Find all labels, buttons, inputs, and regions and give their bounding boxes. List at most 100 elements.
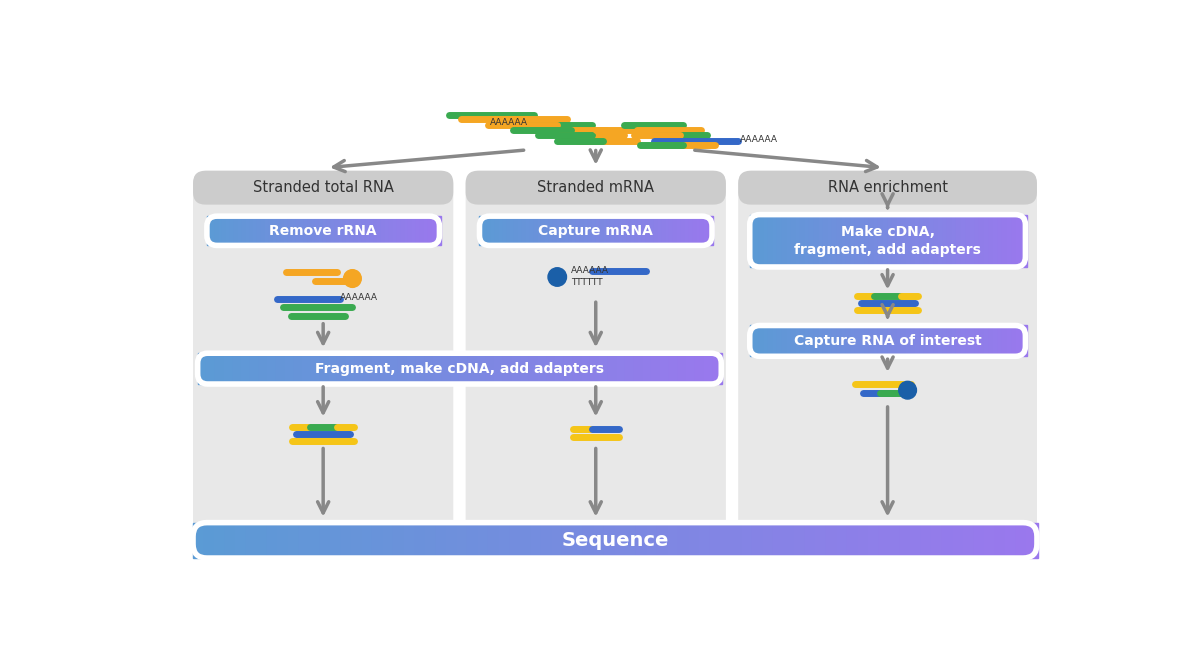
Bar (673, 216, 678, 245)
Bar (529, 353, 539, 384)
Bar (510, 523, 521, 558)
Bar (995, 523, 1007, 558)
Bar (611, 216, 617, 245)
Bar (865, 214, 870, 267)
Bar (998, 325, 1003, 356)
Bar (503, 216, 508, 245)
Bar (238, 216, 242, 245)
Bar (341, 523, 353, 558)
Bar (666, 216, 671, 245)
Bar (889, 523, 901, 558)
Bar (478, 523, 490, 558)
Bar (763, 214, 769, 267)
Bar (425, 353, 434, 384)
Bar (906, 214, 912, 267)
Bar (515, 216, 520, 245)
Bar (974, 325, 980, 356)
Bar (373, 216, 378, 245)
Bar (408, 216, 414, 245)
Bar (868, 523, 880, 558)
Bar (911, 214, 917, 267)
Bar (401, 216, 406, 245)
Bar (595, 216, 601, 245)
Bar (370, 216, 374, 245)
Bar (818, 325, 824, 356)
Bar (604, 216, 608, 245)
Bar (689, 216, 694, 245)
Bar (1016, 523, 1027, 558)
Bar (838, 325, 842, 356)
Bar (1021, 325, 1026, 356)
Bar (311, 353, 320, 384)
Bar (778, 325, 784, 356)
FancyBboxPatch shape (193, 171, 454, 204)
Bar (222, 216, 228, 245)
Bar (521, 353, 530, 384)
Bar (964, 523, 974, 558)
Bar (826, 523, 838, 558)
Bar (404, 216, 409, 245)
Bar (467, 523, 479, 558)
Bar (436, 523, 448, 558)
Bar (204, 523, 215, 558)
Bar (700, 523, 712, 558)
Bar (397, 216, 402, 245)
Bar (1002, 214, 1008, 267)
Bar (858, 523, 869, 558)
Bar (337, 353, 347, 384)
Bar (856, 214, 862, 267)
Bar (250, 216, 254, 245)
Bar (277, 523, 289, 558)
Bar (920, 523, 932, 558)
Bar (874, 214, 880, 267)
Bar (215, 216, 220, 245)
Bar (1007, 214, 1013, 267)
Bar (432, 216, 437, 245)
Bar (494, 353, 504, 384)
Bar (347, 216, 352, 245)
Bar (931, 523, 943, 558)
Bar (284, 216, 289, 245)
Bar (874, 325, 880, 356)
Bar (846, 214, 852, 267)
Bar (607, 216, 612, 245)
Bar (1002, 325, 1008, 356)
Bar (654, 216, 659, 245)
Text: AAAAAA: AAAAAA (340, 292, 378, 302)
Bar (623, 216, 628, 245)
Bar (956, 214, 962, 267)
Bar (974, 214, 980, 267)
Text: RNA enrichment: RNA enrichment (828, 180, 948, 195)
Bar (625, 353, 635, 384)
Bar (552, 523, 564, 558)
Text: AAAAAA: AAAAAA (491, 118, 528, 127)
Bar (778, 214, 784, 267)
Bar (814, 214, 820, 267)
Text: TTTTTT: TTTTTT (571, 278, 602, 287)
Bar (486, 353, 496, 384)
Bar (560, 216, 566, 245)
Bar (227, 216, 232, 245)
Bar (330, 523, 342, 558)
Bar (782, 325, 787, 356)
Bar (206, 216, 212, 245)
Bar (750, 325, 756, 356)
Bar (407, 353, 416, 384)
Bar (503, 353, 512, 384)
Bar (943, 325, 948, 356)
Bar (755, 325, 760, 356)
Bar (389, 216, 394, 245)
Bar (355, 353, 365, 384)
Bar (468, 353, 478, 384)
Bar (650, 216, 655, 245)
Bar (1007, 325, 1013, 356)
Circle shape (899, 381, 917, 399)
Bar (763, 523, 774, 558)
Text: Remove rRNA: Remove rRNA (269, 224, 377, 238)
Bar (538, 353, 548, 384)
Text: AAAAAA: AAAAAA (571, 266, 610, 276)
Bar (352, 523, 362, 558)
Bar (773, 214, 779, 267)
Bar (658, 523, 668, 558)
FancyBboxPatch shape (738, 171, 1037, 204)
